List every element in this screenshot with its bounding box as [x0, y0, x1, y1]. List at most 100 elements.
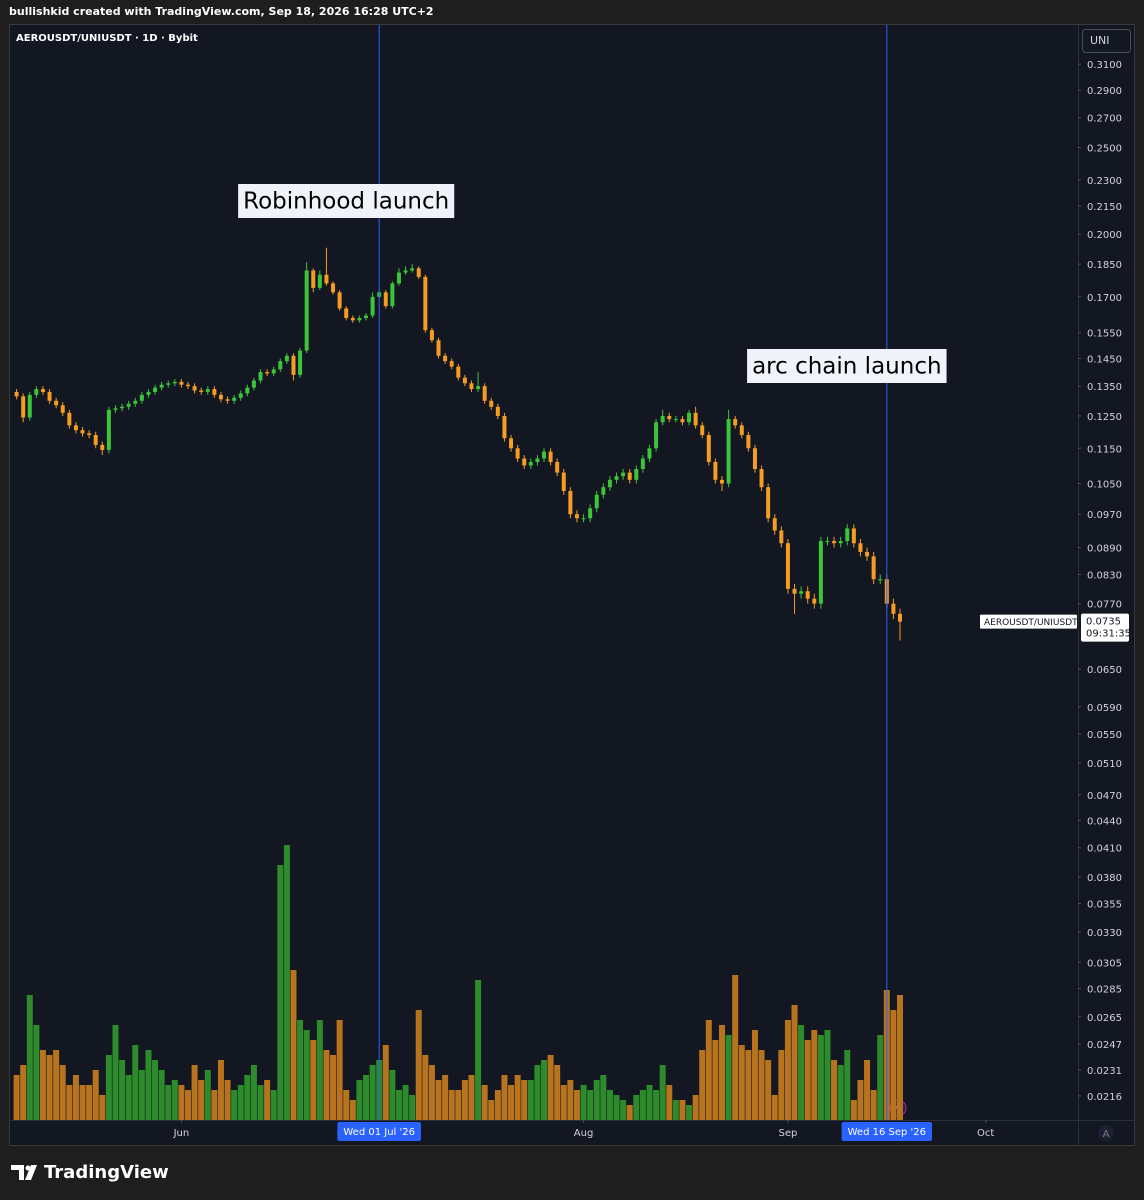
scale-box[interactable] [1082, 29, 1131, 53]
y-tick-label: 0.2300 [1087, 176, 1122, 187]
candle-body [54, 400, 59, 406]
candle-body [278, 361, 283, 370]
volume-bar [448, 1090, 455, 1120]
candle-body [443, 355, 448, 362]
candle-body [265, 372, 270, 374]
candle-body [93, 435, 98, 445]
candle-body [654, 422, 659, 449]
candle-body [792, 588, 797, 594]
volume-bar [53, 1050, 60, 1120]
volume-bar [185, 1090, 191, 1120]
candle-body [812, 598, 817, 604]
candle-body [667, 415, 672, 420]
candle-body [225, 399, 230, 401]
volume-bar [428, 1065, 435, 1120]
candle-body [726, 419, 731, 484]
date-label: Wed 16 Sep '26 [848, 1127, 926, 1138]
volume-bar [534, 1065, 541, 1120]
scale-label[interactable]: UNI [1090, 34, 1110, 47]
volume-bar [593, 1080, 600, 1120]
volume-bar [257, 1085, 264, 1120]
candle-body [370, 296, 375, 316]
y-tick-label: 0.0510 [1087, 759, 1122, 770]
candle-body [251, 380, 256, 388]
candle-body [304, 270, 309, 351]
volume-bar [310, 1040, 317, 1120]
candle-body [21, 396, 26, 418]
volume-bar [422, 1055, 429, 1120]
volume-bar [600, 1075, 607, 1120]
candle-body [205, 389, 210, 392]
y-tick-label: 0.1550 [1087, 329, 1122, 340]
volume-bar [653, 1090, 660, 1120]
y-tick-label: 0.1850 [1087, 260, 1122, 271]
candle-body [878, 579, 883, 581]
volume-bar [633, 1095, 640, 1120]
volume-bar [415, 1010, 422, 1120]
candle-body [172, 381, 177, 384]
candle-body [700, 425, 705, 436]
y-tick-label: 0.0470 [1087, 791, 1122, 802]
volume-bar [692, 1095, 699, 1120]
candle-body [476, 386, 481, 390]
candle-body [779, 530, 784, 544]
candle-body [291, 355, 296, 375]
candle-body [284, 355, 289, 362]
volume-bar [198, 1080, 205, 1120]
volume-bar [626, 1105, 633, 1120]
volume-bar [514, 1075, 521, 1120]
candle-body [344, 308, 349, 318]
brand: TradingView [44, 1162, 169, 1183]
candle-body [146, 391, 151, 395]
candle-body [772, 518, 777, 531]
volume-bar [303, 1030, 310, 1120]
brand-logo [11, 1165, 37, 1180]
candle-body [858, 543, 863, 552]
candle-body [429, 330, 434, 341]
candle-body [311, 270, 316, 288]
y-tick-label: 0.0770 [1087, 600, 1122, 611]
y-tick-label: 0.2700 [1087, 114, 1122, 125]
volume-bar [712, 1040, 719, 1120]
volume-bar [59, 1065, 66, 1120]
candle-body [528, 461, 533, 466]
volume-bar [316, 1020, 323, 1120]
candle-body [832, 541, 837, 544]
candle-body [120, 406, 125, 409]
y-tick-label: 0.0590 [1087, 703, 1122, 714]
volume-bar [765, 1060, 772, 1120]
volume-bar [778, 1050, 785, 1120]
volume-bar [560, 1085, 567, 1120]
volume-bar [363, 1075, 369, 1120]
candle-body [502, 415, 507, 439]
candle-body [357, 317, 362, 321]
auto-button[interactable] [1098, 1125, 1114, 1141]
candle-body [423, 276, 428, 331]
volume-bar [824, 1030, 831, 1120]
candle-body [331, 283, 336, 293]
candle-body [449, 361, 454, 367]
candle-body [218, 394, 223, 400]
y-tick-label: 0.1150 [1087, 444, 1122, 455]
volume-bar [488, 1100, 495, 1120]
y-tick-label: 0.0550 [1087, 730, 1122, 741]
candle-body [27, 394, 32, 418]
volume-bar [679, 1100, 686, 1120]
volume-bar [732, 975, 739, 1120]
y-tick-label: 0.0440 [1087, 816, 1122, 827]
candle-body [634, 469, 639, 480]
volume-bar [547, 1055, 554, 1120]
volume-bar [455, 1090, 462, 1120]
y-tick-label: 0.1450 [1087, 354, 1122, 365]
auto-label[interactable]: A [1103, 1129, 1110, 1140]
y-tick-label: 0.0830 [1087, 571, 1122, 582]
volume-bar [850, 1100, 857, 1120]
candle-body [588, 508, 593, 519]
candle-body [238, 393, 243, 398]
annotation-box [747, 349, 947, 383]
volume-bar [672, 1100, 679, 1120]
volume-bar [573, 1090, 580, 1120]
candle-body [891, 603, 896, 614]
y-tick-label: 0.0265 [1087, 1013, 1122, 1024]
candle-body [799, 591, 804, 594]
